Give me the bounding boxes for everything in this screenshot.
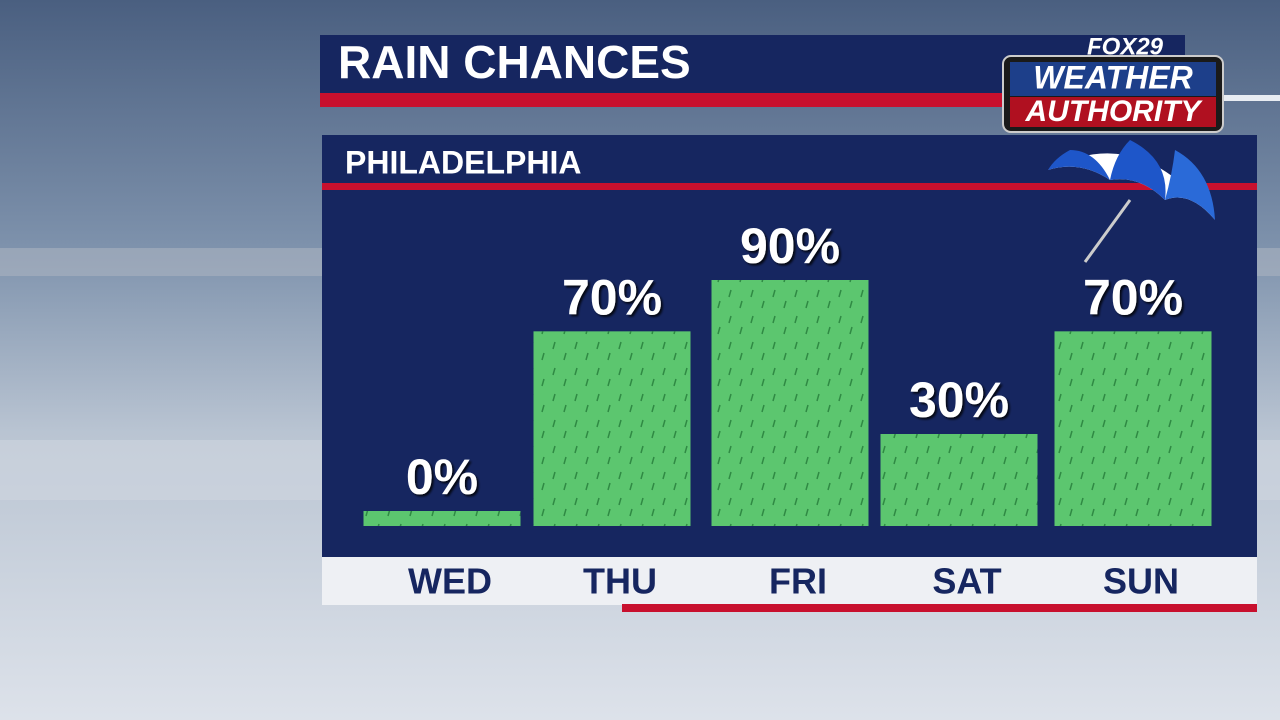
logo-upper — [1010, 62, 1216, 96]
umbrella-icon — [1048, 140, 1215, 263]
chart-subtitle: PHILADELPHIA — [345, 144, 581, 180]
value-label: 70% — [562, 270, 662, 326]
bar-texture — [363, 511, 521, 526]
bar-texture — [711, 280, 869, 526]
subtitle-rule — [322, 183, 1257, 190]
bar-texture — [880, 434, 1038, 526]
logo-lower — [1010, 97, 1216, 127]
category-label: SUN — [1103, 561, 1179, 602]
logo-line2: AUTHORITY — [1025, 95, 1204, 128]
category-label: FRI — [769, 561, 827, 602]
chart-title: RAIN CHANCES — [338, 36, 691, 88]
title-rule — [320, 93, 1010, 107]
value-label: 90% — [740, 218, 840, 274]
category-label: WED — [408, 561, 492, 602]
bar-texture — [533, 331, 691, 526]
category-label: THU — [583, 561, 657, 602]
value-label: 0% — [406, 449, 478, 505]
logo-line1: WEATHER — [1033, 59, 1192, 95]
category-rule — [622, 604, 1257, 612]
value-label: 30% — [909, 372, 1009, 428]
logo-network: FOX29 — [1087, 33, 1164, 60]
category-band — [322, 557, 1257, 605]
category-label: SAT — [932, 561, 1001, 602]
value-label: 70% — [1083, 270, 1183, 326]
bar-texture — [1054, 331, 1212, 526]
